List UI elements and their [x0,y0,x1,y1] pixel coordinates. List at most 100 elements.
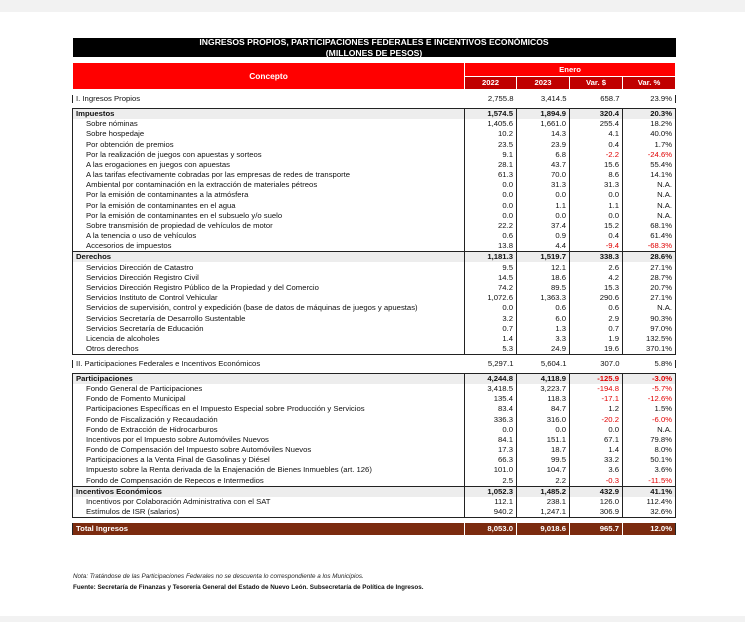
value-2022: 10.2 [464,129,517,140]
row-label: Fondo de Compensación del Impuesto sobre… [72,444,465,456]
row-label: Participaciones [72,372,465,384]
row-label: Impuestos [72,107,465,119]
variation-amount: 0.0 [569,210,623,221]
variation-amount: 15.3 [569,282,623,293]
subtotal-row: Derechos 1,181.3 1,519.7 338.3 28.6% [72,251,677,263]
table-row: Participaciones Específicas en el Impues… [72,404,677,415]
variation-percent: N.A. [621,190,677,201]
value-2022: 22.2 [464,220,517,231]
value-2023: 14.3 [516,129,570,140]
value-2023: 24.9 [516,343,570,356]
value-2023: 238.1 [516,496,570,507]
value-2022: 1,405.6 [464,118,517,130]
variation-percent: 50.1% [621,455,677,466]
variation-percent: -5.7% [621,383,677,394]
value-2022: 17.3 [464,444,517,456]
table-title-row: INGRESOS PROPIOS, PARTICIPACIONES FEDERA… [72,38,676,58]
value-2022: 0.0 [464,424,517,435]
row-label: Servicios Secretaría de Educación [72,323,465,334]
row-label: Impuesto sobre la Renta derivada de la E… [72,465,465,476]
value-2023: 18.7 [516,444,570,456]
table-source: Fuente: Secretaría de Finanzas y Tesorer… [73,584,424,591]
value-2022: 1.4 [464,333,517,344]
row-label: Fondo General de Participaciones [72,383,465,394]
variation-amount: 33.2 [569,455,623,466]
value-2022: 112.1 [464,496,517,507]
row-label: Sobre nóminas [72,118,465,130]
variation-percent: 8.0% [621,444,677,456]
value-2023: 1,519.7 [516,251,570,263]
row-label: Otros derechos [72,343,465,356]
income-table: INGRESOS PROPIOS, PARTICIPACIONES FEDERA… [72,38,677,535]
variation-amount: 306.9 [569,506,623,518]
row-label: Participaciones Específicas en el Impues… [72,404,465,415]
variation-percent: 5.8% [622,360,677,368]
table-row: Servicios Secretaría de Desarrollo Suste… [72,313,677,324]
variation-percent: 18.2% [621,118,677,130]
value-2023: 0.0 [516,210,570,221]
table-row: Otros derechos 5.3 24.9 19.6 370.1% [72,343,677,356]
value-2023: 43.7 [516,159,570,170]
variation-percent: N.A. [621,424,677,435]
section-row: II. Participaciones Federales e Incentiv… [72,360,677,368]
row-label: Por obtención de premios [72,139,465,150]
row-label: Servicios Instituto de Control Vehicular [72,292,465,304]
value-2022: 9.5 [464,262,517,273]
header-col-var-abs: Var. $ [569,76,623,91]
value-2022: 74.2 [464,282,517,293]
variation-amount: 307.0 [600,360,620,368]
value-2022: 3,418.5 [464,383,517,394]
table-row: Servicios Secretaría de Educación 0.7 1.3 0… [72,323,677,334]
value-2022: 3.2 [464,313,517,324]
variation-amount: -17.1 [569,393,623,405]
row-label: Accesorios de impuestos [72,241,465,252]
row-label: A las erogaciones en juegos con apuestas [72,159,465,170]
value-2022: 0.0 [464,210,517,221]
value-2022: 0.0 [464,200,517,211]
table-row: Incentivos por Colaboración Administrati… [72,496,677,507]
value-2022: 28.1 [464,159,517,170]
variation-amount: 1.9 [569,333,623,344]
row-label: Por la realización de juegos con apuesta… [72,149,465,160]
value-2023: 6.0 [516,313,570,324]
subtotal-row: Participaciones 4,244.8 4,118.9 -125.9 -3.0% [72,372,677,384]
variation-amount: 0.4 [569,139,623,150]
variation-percent: 55.4% [621,159,677,170]
value-2022: 83.4 [464,404,517,415]
value-2022: 0.6 [464,230,517,242]
variation-percent: 41.1% [621,485,677,497]
table-row: Por la realización de juegos con apuesta… [72,149,677,160]
variation-amount: 0.0 [569,424,623,435]
value-2023: 89.5 [516,282,570,293]
value-2023: 1,485.2 [516,485,570,497]
row-label: Servicios Secretaría de Desarrollo Suste… [72,313,465,324]
row-label: Sobre hospedaje [72,129,465,140]
subtotal-row: Incentivos Económicos 1,052.3 1,485.2 432.9… [72,485,677,497]
variation-percent: 90.3% [621,313,677,324]
value-2022: 84.1 [464,434,517,445]
row-label: Servicios de supervisión, control y expe… [72,303,465,314]
variation-amount: -20.2 [569,414,623,425]
value-2023: 12.1 [516,262,570,273]
variation-amount: 338.3 [569,251,623,263]
value-2023: 4.4 [516,241,570,252]
value-2022: 9.1 [464,149,517,160]
row-label: Ambiental por contaminación en la extrac… [72,180,465,191]
table-row: Por obtención de premios 23.5 23.9 0.4 1.7% [72,139,677,150]
variation-amount: 67.1 [569,434,623,445]
table-row: A las erogaciones en juegos con apuestas… [72,159,677,170]
row-label: Estímulos de ISR (salarios) [72,506,465,518]
value-2022: 23.5 [464,139,517,150]
value-2023: 9,018.6 [516,522,570,535]
variation-amount: 1.4 [569,444,623,456]
value-2023: 1.1 [516,200,570,211]
variation-percent: -11.5% [621,475,677,487]
variation-percent: 1.5% [621,404,677,415]
row-label: Por la emisión de contaminantes en el su… [72,210,465,221]
value-2022: 61.3 [464,169,517,181]
value-2022: 0.0 [464,303,517,314]
header-col-2022: 2022 [464,76,517,91]
table-title: INGRESOS PROPIOS, PARTICIPACIONES FEDERA… [199,38,549,47]
table-row: Sobre transmisión de propiedad de vehícu… [72,220,677,231]
table-note: Nota: Tratándose de las Participaciones … [73,573,364,580]
